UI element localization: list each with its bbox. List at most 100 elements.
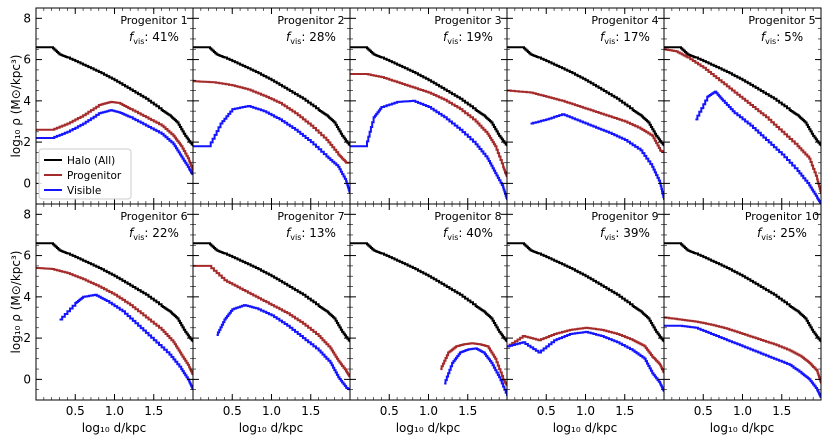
panel-series: [36, 242, 193, 390]
y-tick-label: 2: [23, 135, 31, 149]
panel-series: [507, 242, 664, 392]
x-tick-label: 1.0: [105, 404, 124, 418]
panel-3: Progenitor 3 fvis: 19%: [349, 7, 508, 205]
series-visible: [444, 347, 507, 396]
x-tick-label: 1.0: [262, 404, 281, 418]
x-tick-label: 0.5: [66, 404, 85, 418]
x-tick-label: 0.5: [694, 404, 713, 418]
x-axis-label-col-4: log₁₀ d/kpc: [553, 421, 618, 435]
legend: Halo (All) Progenitor Visible: [38, 148, 132, 200]
x-tick-label: 0.5: [537, 404, 556, 418]
panel-2: Progenitor 2 fvis: 28%: [192, 7, 351, 205]
panel-title: Progenitor 7: [277, 210, 344, 223]
panel-5: Progenitor 5 fvis: 5%: [663, 7, 822, 205]
series-halo-all: [36, 242, 193, 343]
series-halo-all: [350, 242, 507, 343]
x-axis-label-col-2: log₁₀ d/kpc: [239, 421, 304, 435]
series-progenitor: [193, 80, 350, 164]
legend-label: Progenitor: [67, 170, 122, 182]
y-tick-label: 8: [23, 11, 31, 25]
panel-series: [507, 46, 664, 200]
series-progenitor: [350, 73, 507, 178]
fvis-value: : 17%: [615, 30, 650, 44]
x-tick-label: 0.5: [380, 404, 399, 418]
panel-title: Progenitor 9: [591, 210, 658, 223]
y-axis-label-row-1: log₁₀ ρ (M⊙/kpc³): [9, 55, 23, 158]
panel-fvis: fvis: 40%: [443, 226, 493, 242]
panel-8: 0.5 1.0 1.5 Progenitor 8 fvis: 40%: [349, 203, 508, 418]
legend-box: [38, 148, 132, 200]
fvis-value: : 28%: [301, 30, 336, 44]
x-axis-label-col-3: log₁₀ d/kpc: [396, 421, 461, 435]
series-visible: [350, 99, 507, 200]
fvis-value: : 22%: [144, 226, 179, 240]
series-visible: [530, 113, 664, 200]
panel-fvis: fvis: 39%: [600, 226, 650, 242]
series-visible: [216, 304, 350, 391]
y-tick-label: 8: [23, 207, 31, 221]
fvis-value: : 13%: [301, 226, 336, 240]
x-tick-label: 1.5: [144, 404, 163, 418]
panel-title: Progenitor 4: [591, 14, 658, 27]
series-halo-all: [507, 242, 664, 343]
panel-series: [664, 242, 821, 398]
panel-fvis: fvis: 41%: [129, 30, 179, 46]
fvis-value: : 25%: [772, 226, 807, 240]
panel-series: [36, 46, 193, 176]
series-visible: [507, 330, 664, 392]
panel-title: Progenitor 5: [748, 14, 815, 27]
x-tick-label: 0.5: [223, 404, 242, 418]
y-tick-label: 0: [23, 176, 31, 190]
panel-series: [350, 242, 507, 396]
series-halo-all: [664, 242, 821, 343]
series-halo-all: [36, 46, 193, 147]
series-halo-all: [664, 46, 821, 147]
panel-series: [664, 46, 821, 204]
y-tick-label: 0: [23, 372, 31, 386]
y-tick-label: 2: [23, 331, 31, 345]
fvis-value: : 39%: [615, 226, 650, 240]
x-axis-label-col-1: log₁₀ d/kpc: [82, 421, 147, 435]
panel-1: 0 2 4 6 8 Progenitor 1 fvis: 41%: [23, 7, 194, 205]
series-progenitor: [664, 316, 821, 384]
panel-title: Progenitor 6: [120, 210, 187, 223]
panel-10: 0.5 1.0 1.5 Progenitor 10 fvis: 25%: [663, 203, 822, 418]
panel-fvis: fvis: 17%: [600, 30, 650, 46]
series-progenitor: [507, 326, 664, 374]
fvis-value: : 19%: [458, 30, 493, 44]
x-tick-label: 1.5: [615, 404, 634, 418]
series-progenitor: [36, 267, 193, 376]
panel-fvis: fvis: 28%: [286, 30, 336, 46]
x-tick-label: 1.0: [576, 404, 595, 418]
legend-label: Halo (All): [67, 155, 115, 167]
panel-fvis: fvis: 22%: [129, 226, 179, 242]
panel-title: Progenitor 2: [277, 14, 344, 27]
series-halo-all: [350, 46, 507, 147]
panel-6: 0 2 4 6 8 0.5 1.0 1.5 Progenitor 6 fvis: 22%: [23, 203, 194, 418]
legend-label: Visible: [67, 185, 101, 197]
y-tick-label: 4: [23, 290, 31, 304]
series-halo-all: [193, 242, 350, 343]
panel-fvis: fvis: 25%: [757, 226, 807, 242]
series-progenitor: [36, 100, 193, 171]
y-axis-label-row-2: log₁₀ ρ (M⊙/kpc³): [9, 251, 23, 354]
panel-4: Progenitor 4 fvis: 17%: [506, 7, 665, 205]
x-tick-label: 1.5: [772, 404, 791, 418]
panel-fvis: fvis: 13%: [286, 226, 336, 242]
panel-title: Progenitor 10: [745, 210, 819, 223]
fvis-value: : 5%: [776, 30, 803, 44]
panel-series: [193, 46, 350, 194]
series-visible: [664, 324, 821, 398]
panel-series: [350, 46, 507, 200]
x-tick-label: 1.5: [458, 404, 477, 418]
panel-title: Progenitor 3: [434, 14, 501, 27]
y-tick-label: 6: [23, 249, 31, 263]
series-visible: [193, 105, 350, 194]
fvis-value: : 40%: [458, 226, 493, 240]
panel-7: 0.5 1.0 1.5 Progenitor 7 fvis: 13%: [192, 203, 351, 418]
panel-title: Progenitor 8: [434, 210, 501, 223]
panel-fvis: fvis: 5%: [761, 30, 803, 46]
y-tick-label: 6: [23, 53, 31, 67]
series-visible: [59, 293, 193, 390]
